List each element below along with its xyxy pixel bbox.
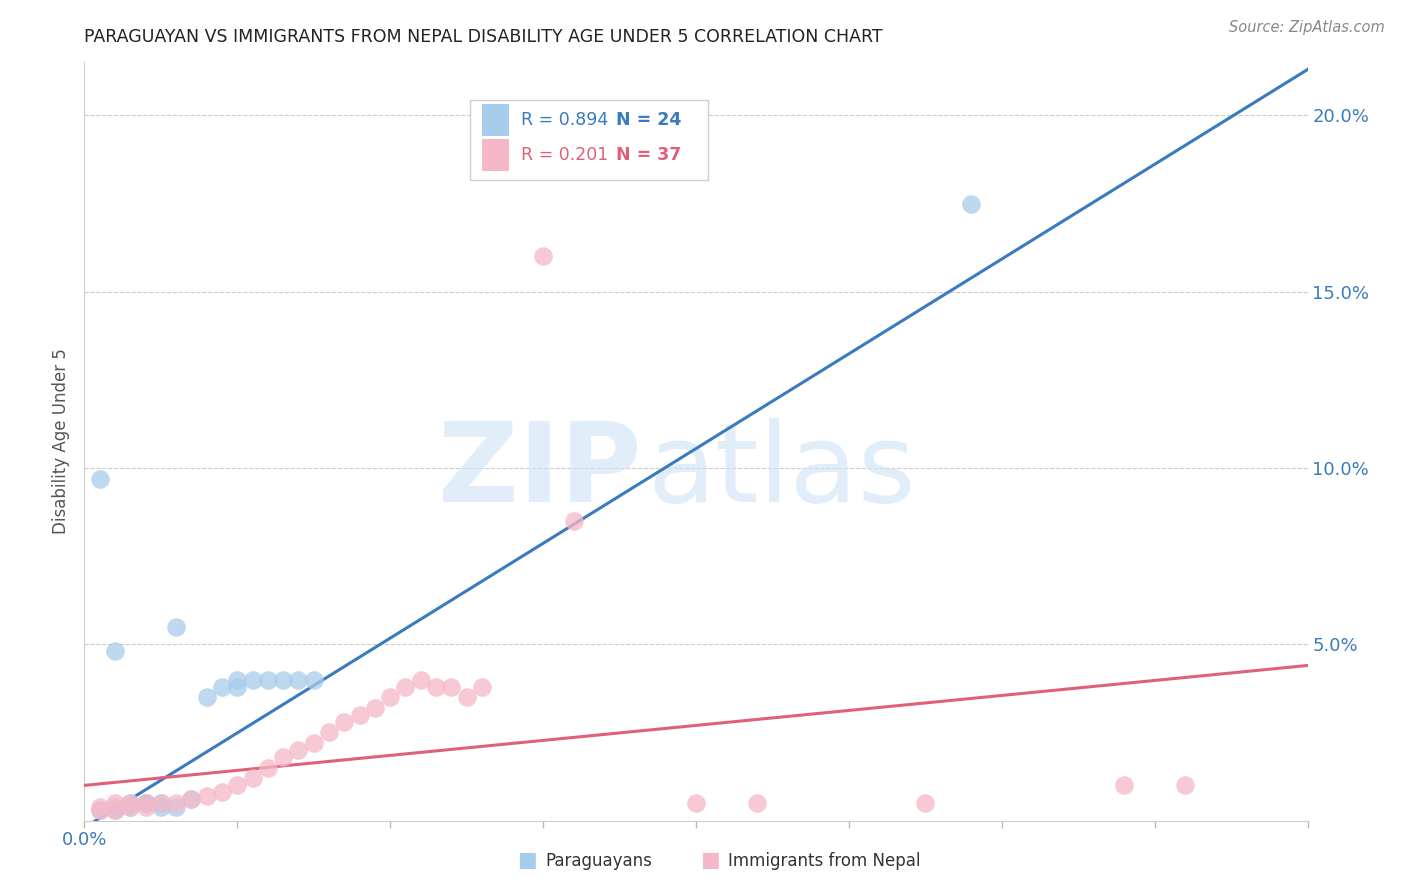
Text: ZIP: ZIP bbox=[437, 418, 641, 525]
Point bbox=[960, 196, 983, 211]
Point bbox=[195, 789, 218, 803]
Point bbox=[89, 803, 111, 817]
Point bbox=[287, 673, 309, 687]
Point bbox=[165, 796, 187, 810]
Point bbox=[89, 472, 111, 486]
Point bbox=[302, 673, 325, 687]
Point bbox=[104, 803, 127, 817]
Point bbox=[104, 644, 127, 658]
Y-axis label: Disability Age Under 5: Disability Age Under 5 bbox=[52, 349, 70, 534]
Point bbox=[471, 680, 494, 694]
Point bbox=[287, 743, 309, 757]
Point bbox=[120, 799, 142, 814]
Point bbox=[104, 799, 127, 814]
Point bbox=[318, 725, 340, 739]
Point bbox=[242, 772, 264, 786]
Point bbox=[104, 803, 127, 817]
Point bbox=[380, 690, 402, 705]
Text: N = 37: N = 37 bbox=[616, 146, 682, 164]
Text: R = 0.894: R = 0.894 bbox=[522, 112, 609, 129]
Point bbox=[135, 796, 157, 810]
Text: Source: ZipAtlas.com: Source: ZipAtlas.com bbox=[1229, 20, 1385, 35]
Point bbox=[349, 707, 371, 722]
Point bbox=[394, 680, 416, 694]
Point bbox=[89, 799, 111, 814]
Point bbox=[333, 714, 356, 729]
Point bbox=[135, 796, 157, 810]
Point bbox=[226, 673, 249, 687]
Point bbox=[149, 799, 172, 814]
Point bbox=[195, 690, 218, 705]
Point bbox=[226, 778, 249, 792]
Point bbox=[914, 796, 936, 810]
Point bbox=[257, 761, 280, 775]
Point bbox=[440, 680, 463, 694]
Point bbox=[120, 796, 142, 810]
Point bbox=[1114, 778, 1136, 792]
Point bbox=[149, 796, 172, 810]
Text: PARAGUAYAN VS IMMIGRANTS FROM NEPAL DISABILITY AGE UNDER 5 CORRELATION CHART: PARAGUAYAN VS IMMIGRANTS FROM NEPAL DISA… bbox=[84, 28, 883, 45]
Point bbox=[685, 796, 707, 810]
Text: Immigrants from Nepal: Immigrants from Nepal bbox=[728, 852, 921, 870]
Point bbox=[211, 680, 233, 694]
Point bbox=[302, 736, 325, 750]
Point bbox=[456, 690, 478, 705]
Point bbox=[149, 796, 172, 810]
Point bbox=[364, 700, 387, 714]
Point bbox=[89, 803, 111, 817]
Text: ■: ■ bbox=[700, 850, 720, 870]
Point bbox=[562, 514, 585, 528]
Point bbox=[747, 796, 769, 810]
Point bbox=[135, 799, 157, 814]
Text: ■: ■ bbox=[517, 850, 537, 870]
Point bbox=[531, 249, 554, 263]
Point bbox=[104, 796, 127, 810]
Point bbox=[120, 796, 142, 810]
Text: atlas: atlas bbox=[647, 418, 915, 525]
FancyBboxPatch shape bbox=[482, 104, 509, 136]
Point bbox=[165, 620, 187, 634]
Point bbox=[242, 673, 264, 687]
Point bbox=[271, 750, 294, 764]
Point bbox=[1174, 778, 1197, 792]
Point bbox=[271, 673, 294, 687]
FancyBboxPatch shape bbox=[482, 139, 509, 171]
Point bbox=[180, 792, 202, 806]
Point bbox=[180, 792, 202, 806]
Point bbox=[425, 680, 447, 694]
Point bbox=[120, 799, 142, 814]
Point bbox=[135, 796, 157, 810]
Text: Paraguayans: Paraguayans bbox=[546, 852, 652, 870]
Point bbox=[257, 673, 280, 687]
Point bbox=[165, 799, 187, 814]
Point bbox=[211, 785, 233, 799]
FancyBboxPatch shape bbox=[470, 101, 709, 180]
Text: N = 24: N = 24 bbox=[616, 112, 682, 129]
Text: R = 0.201: R = 0.201 bbox=[522, 146, 609, 164]
Point bbox=[226, 680, 249, 694]
Text: 0.0%: 0.0% bbox=[62, 831, 107, 849]
Point bbox=[409, 673, 432, 687]
